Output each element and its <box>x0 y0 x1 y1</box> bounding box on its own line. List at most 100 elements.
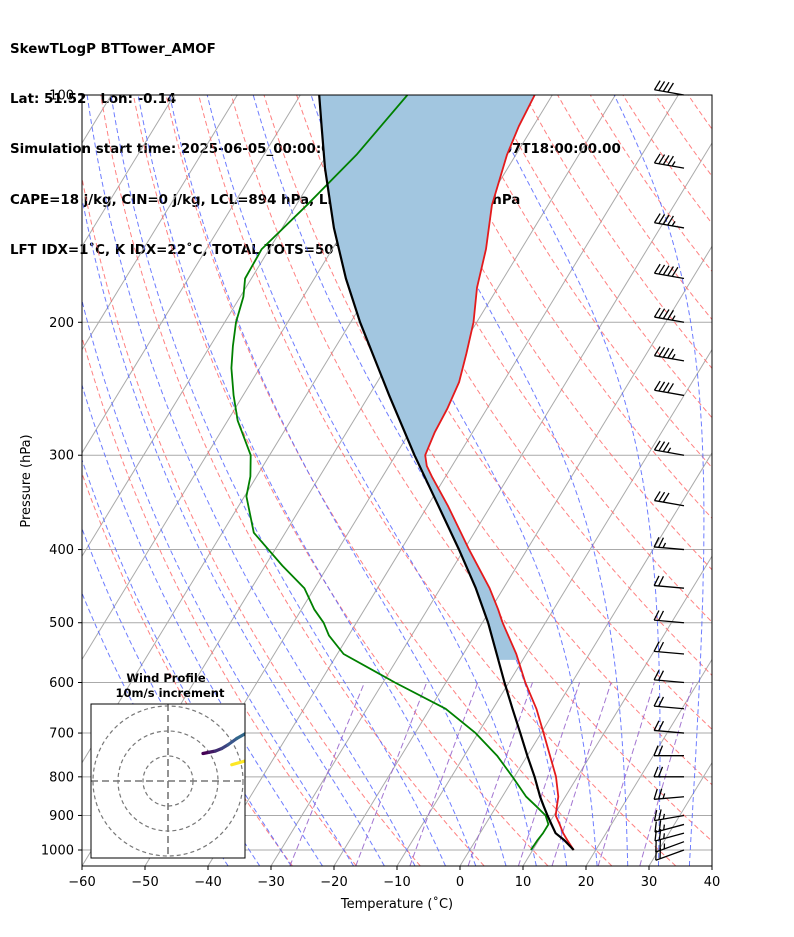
chart-header: SkewTLogP BTTower_AMOF Lat: 51.52 Lon: -… <box>10 8 621 277</box>
wind-barb <box>653 745 684 757</box>
dry-adiabat <box>132 95 549 866</box>
mixing-ratio-line <box>551 682 612 866</box>
y-tick-label: 200 <box>49 316 74 331</box>
wind-barb <box>653 766 684 778</box>
x-axis-ticks: −60 −50 −40 −30 −20 −10 0 10 20 30 40 <box>68 866 720 890</box>
hodograph-segment <box>230 759 245 767</box>
wind-barb <box>653 263 685 280</box>
y-tick-label: 800 <box>49 770 74 785</box>
dry-adiabat <box>622 95 712 225</box>
wind-barb <box>653 346 685 362</box>
y-tick-label: 500 <box>49 616 74 631</box>
isotherm-line <box>585 658 712 866</box>
y-tick-label: 1000 <box>41 844 74 859</box>
inset-title: Wind Profile <box>126 671 206 685</box>
mixing-ratio-line <box>639 682 694 866</box>
hodograph-segment <box>258 752 261 756</box>
isotherm-line <box>82 95 364 558</box>
y-tick-label: 600 <box>49 676 74 691</box>
wind-barb <box>653 720 685 734</box>
hodograph-segment <box>263 736 265 740</box>
inset-subtitle: 10m/s increment <box>116 686 225 700</box>
wind-barb <box>653 153 685 169</box>
y-tick-label: 300 <box>49 449 74 464</box>
x-tick-label: 0 <box>456 875 464 890</box>
dry-adiabat <box>361 95 712 623</box>
wind-barb <box>653 80 685 96</box>
cape-shading <box>319 95 535 660</box>
mixing-ratio-line <box>289 682 365 866</box>
dry-adiabat <box>100 95 485 866</box>
dry-adiabat <box>459 95 712 469</box>
moist-adiabat <box>82 591 229 866</box>
hodograph-segment <box>226 736 239 747</box>
mixing-ratio-line <box>597 682 655 866</box>
dry-adiabat <box>589 95 712 273</box>
wind-barb <box>653 669 685 684</box>
y-axis-ticks: 100 200 300 400 500 600 700 800 900 1000 <box>41 89 82 859</box>
dry-adiabat <box>82 335 357 866</box>
wind-barb <box>653 440 685 456</box>
mixing-ratio-line <box>409 682 479 866</box>
dry-adiabat <box>557 95 712 321</box>
dry-adiabat <box>426 95 712 519</box>
wind-barb <box>653 696 685 710</box>
y-tick-label: 100 <box>49 89 74 104</box>
isotherm-line <box>270 142 712 866</box>
x-axis-label: Temperature (˚C) <box>340 896 453 912</box>
dry-adiabat <box>230 95 712 842</box>
isotherm-line <box>711 865 712 866</box>
title-cape-indices: CAPE=18 j/kg, CIN=0 j/kg, LCL=894 hPa, L… <box>10 192 521 208</box>
dry-adiabat <box>263 95 712 786</box>
title-station: SkewTLogP BTTower_AMOF <box>10 41 216 57</box>
wind-barb <box>653 307 685 323</box>
wind-barb <box>653 491 685 507</box>
x-tick-label: 20 <box>578 875 595 890</box>
moist-adiabat <box>82 298 355 866</box>
isotherm-line <box>82 95 238 351</box>
mixing-ratio-line <box>467 682 533 866</box>
dry-adiabat <box>82 175 421 866</box>
wind-barb <box>653 641 685 655</box>
parcel-profile-line <box>318 95 575 851</box>
isotherm-line <box>459 451 712 866</box>
isotherm-line <box>82 95 301 454</box>
moist-adiabat <box>86 95 416 866</box>
moist-adiabat <box>206 95 537 866</box>
x-tick-label: −10 <box>383 875 410 890</box>
wind-barb <box>653 809 685 822</box>
hodograph-segment <box>235 731 245 741</box>
hodograph-inset: Wind Profile 10m/s increment <box>90 671 265 859</box>
wind-barb <box>653 575 685 589</box>
wind-barb <box>653 380 685 397</box>
dry-adiabat <box>753 95 794 866</box>
wind-barb <box>654 820 685 833</box>
hodograph-segment <box>253 732 259 733</box>
wind-barbs <box>653 80 685 861</box>
moist-adiabat <box>613 95 705 866</box>
isotherm-line <box>522 555 712 866</box>
moist-adiabat <box>82 195 385 866</box>
wind-barb <box>653 610 685 624</box>
wind-barb <box>653 537 685 551</box>
y-axis-label: Pressure (hPa) <box>19 434 34 527</box>
moist-adiabat <box>720 95 764 866</box>
x-tick-label: −20 <box>320 875 347 890</box>
title-location: Lat: 51.52 Lon: -0.14 <box>10 91 177 107</box>
cape-area <box>319 95 535 660</box>
hodograph-segment <box>263 744 264 748</box>
y-tick-label: 900 <box>49 809 74 824</box>
dry-adiabat <box>721 95 794 866</box>
dry-adiabat <box>198 95 677 866</box>
x-tick-label: −40 <box>194 875 221 890</box>
wind-barb <box>653 788 685 800</box>
x-tick-label: −50 <box>131 875 158 890</box>
moist-adiabat <box>137 95 477 866</box>
wind-barb <box>655 839 685 853</box>
moist-adiabat <box>169 95 507 866</box>
x-tick-label: −60 <box>68 875 95 890</box>
dewpoint-profile-line <box>230 95 550 851</box>
hodograph-segment <box>261 748 263 752</box>
x-tick-label: 30 <box>641 875 658 890</box>
